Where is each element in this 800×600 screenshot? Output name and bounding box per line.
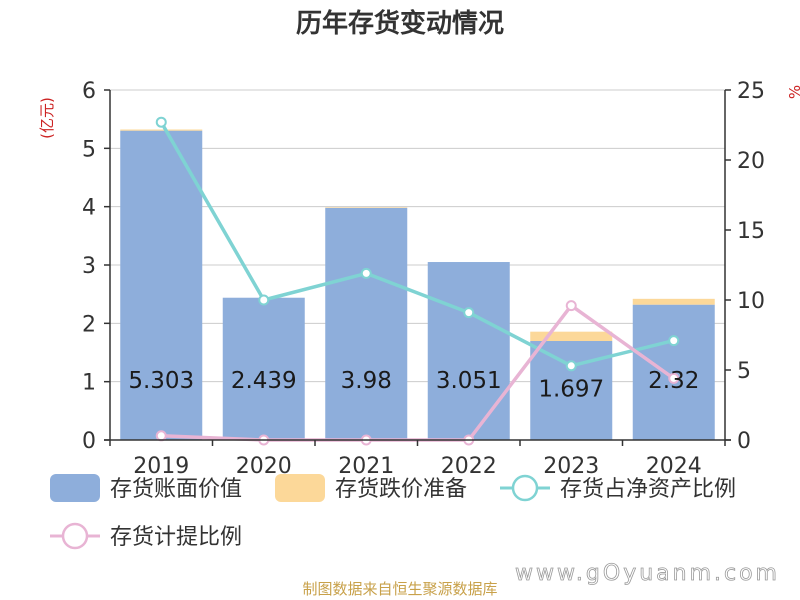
bar-book-value <box>427 262 510 440</box>
watermark-text: www.gOyuanm.com <box>515 561 780 586</box>
legend-label: 存货占净资产比例 <box>560 477 736 502</box>
legend-label: 存货账面价值 <box>110 477 242 502</box>
bar-value-label: 3.98 <box>341 368 392 394</box>
source-note: 制图数据来自恒生聚源数据库 <box>302 580 497 598</box>
bars <box>120 129 715 441</box>
right-tick-label: 0 <box>737 429 751 454</box>
legend-swatch <box>275 474 325 502</box>
left-tick-label: 4 <box>82 196 96 221</box>
bar-book-value <box>222 297 305 440</box>
right-axis-unit: % <box>786 85 800 99</box>
x-tick-label: 2022 <box>441 454 497 479</box>
chart-title: 历年存货变动情况 <box>296 8 504 39</box>
legend-label: 存货计提比例 <box>110 525 242 550</box>
point-net-asset-ratio <box>463 307 475 319</box>
legend-label: 存货跌价准备 <box>335 477 467 502</box>
right-tick-label: 25 <box>737 79 765 104</box>
bar-value-label: 5.303 <box>128 368 194 394</box>
left-tick-label: 0 <box>82 429 96 454</box>
x-tick-label: 2021 <box>338 454 394 479</box>
bar-book-value <box>120 130 203 441</box>
bar-value-label: 3.051 <box>436 368 502 394</box>
bar-labels: 5.303 2.439 3.98 3.051 1.697 2.32 <box>128 368 699 403</box>
point-provision-ratio <box>668 372 680 384</box>
point-net-asset-ratio <box>258 294 270 306</box>
point-provision-ratio <box>155 430 167 442</box>
point-net-asset-ratio <box>668 335 680 347</box>
point-net-asset-ratio <box>565 360 577 372</box>
bar-book-value <box>632 304 715 440</box>
left-tick-label: 5 <box>82 137 96 162</box>
bar-impairment-reserve <box>530 331 613 342</box>
right-tick-label: 15 <box>737 219 765 244</box>
point-net-asset-ratio <box>360 267 372 279</box>
x-tick-label: 2019 <box>133 454 189 479</box>
right-tick-label: 5 <box>737 359 751 384</box>
x-tick-label: 2024 <box>646 454 702 479</box>
left-axis-unit: (亿元) <box>38 97 56 139</box>
bar-value-label: 2.439 <box>231 368 297 394</box>
line-net-asset-ratio <box>159 121 675 368</box>
right-tick-label: 20 <box>737 149 765 174</box>
legend-swatch <box>50 474 100 502</box>
grid-lines <box>110 89 725 383</box>
point-provision-ratio <box>565 300 577 312</box>
left-tick-label: 2 <box>82 312 96 337</box>
legend-marker <box>511 474 539 502</box>
legend-marker <box>61 522 89 550</box>
bar-value-label: 2.32 <box>648 368 699 394</box>
x-tick-label: 2023 <box>543 454 599 479</box>
bar-value-label: 1.697 <box>538 377 604 403</box>
bar-impairment-reserve <box>325 207 408 208</box>
left-tick-label: 1 <box>82 371 96 396</box>
point-net-asset-ratio <box>155 116 167 128</box>
right-tick-label: 10 <box>737 289 765 314</box>
bar-impairment-reserve <box>120 129 203 131</box>
left-tick-label: 3 <box>82 254 96 279</box>
bar-book-value <box>325 207 408 440</box>
left-tick-label: 6 <box>82 79 96 104</box>
bar-impairment-reserve <box>632 298 715 305</box>
